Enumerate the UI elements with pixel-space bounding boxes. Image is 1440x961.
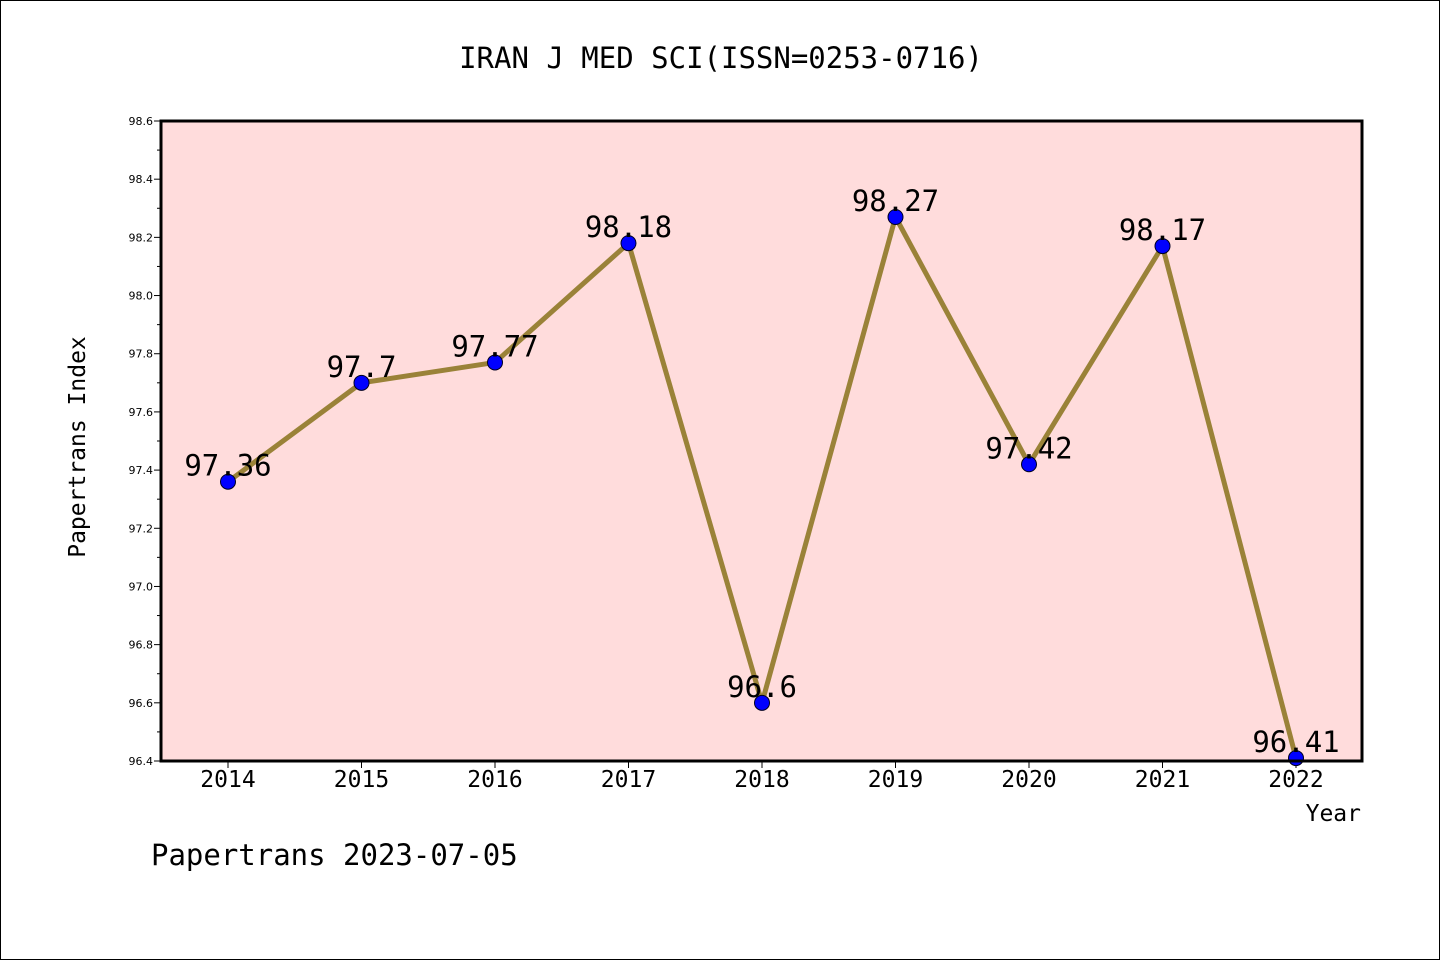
y-tick-label: 98.0 [129, 290, 154, 303]
y-tick-label: 97.2 [129, 522, 154, 535]
y-tick-label: 96.6 [129, 697, 154, 710]
x-tick-label: 2021 [1135, 767, 1190, 793]
chart-title: IRAN J MED SCI(ISSN=0253-0716) [459, 41, 983, 75]
x-axis-label: Year [1306, 801, 1361, 827]
y-tick-label: 96.8 [129, 639, 154, 652]
data-label: 97.7 [327, 350, 397, 384]
data-point [220, 473, 236, 490]
footer-text: Papertrans 2023-07-05 [151, 838, 518, 872]
y-tick-label: 97.6 [129, 406, 154, 419]
plot-area [161, 121, 1362, 761]
x-tick-label: 2020 [1001, 767, 1056, 793]
data-point [754, 694, 770, 711]
y-tick-label: 98.2 [129, 231, 154, 244]
data-label: 98.27 [852, 184, 939, 218]
x-tick-label: 2014 [200, 767, 255, 793]
data-label: 97.36 [184, 449, 271, 483]
data-point [620, 235, 637, 252]
data-point [1154, 238, 1171, 255]
y-tick-label: 98.6 [129, 115, 154, 128]
data-point [353, 374, 370, 391]
data-point [887, 209, 904, 225]
data-label: 96.41 [1252, 725, 1339, 759]
data-label: 98.17 [1119, 213, 1206, 247]
x-tick-label: 2018 [734, 767, 789, 793]
x-tick-label: 2022 [1268, 767, 1323, 793]
x-tick-label: 2017 [601, 767, 656, 793]
x-axis: 2014 2015 2016 2017 2018 2019 2020 2021 2022 [200, 761, 1324, 793]
data-point [1021, 456, 1037, 473]
x-tick-label: 2019 [868, 767, 923, 793]
y-tick-label: 96.4 [129, 755, 154, 768]
y-axis: 96.4 96.6 96.8 97.0 97.2 97.4 97.6 97.8 98.0 98.2… [129, 115, 161, 768]
y-tick-label: 97.0 [129, 580, 154, 593]
data-point [487, 354, 503, 371]
plot-border [159, 119, 1364, 763]
y-tick-label: 97.8 [129, 348, 154, 361]
y-axis-label: Papertrans Index [65, 336, 91, 558]
data-label: 96.6 [727, 670, 797, 704]
data-label: 97.42 [985, 431, 1072, 465]
x-tick-label: 2015 [334, 767, 389, 793]
y-tick-label: 97.4 [129, 464, 154, 477]
x-tick-label: 2016 [467, 767, 522, 793]
data-label: 97.77 [451, 329, 538, 363]
data-labels: 97.36 97.7 97.77 98.18 96.6 98.27 97.42 98.17 96… [184, 184, 1339, 759]
data-label: 98.18 [585, 210, 672, 244]
y-tick-label: 98.4 [129, 173, 154, 186]
